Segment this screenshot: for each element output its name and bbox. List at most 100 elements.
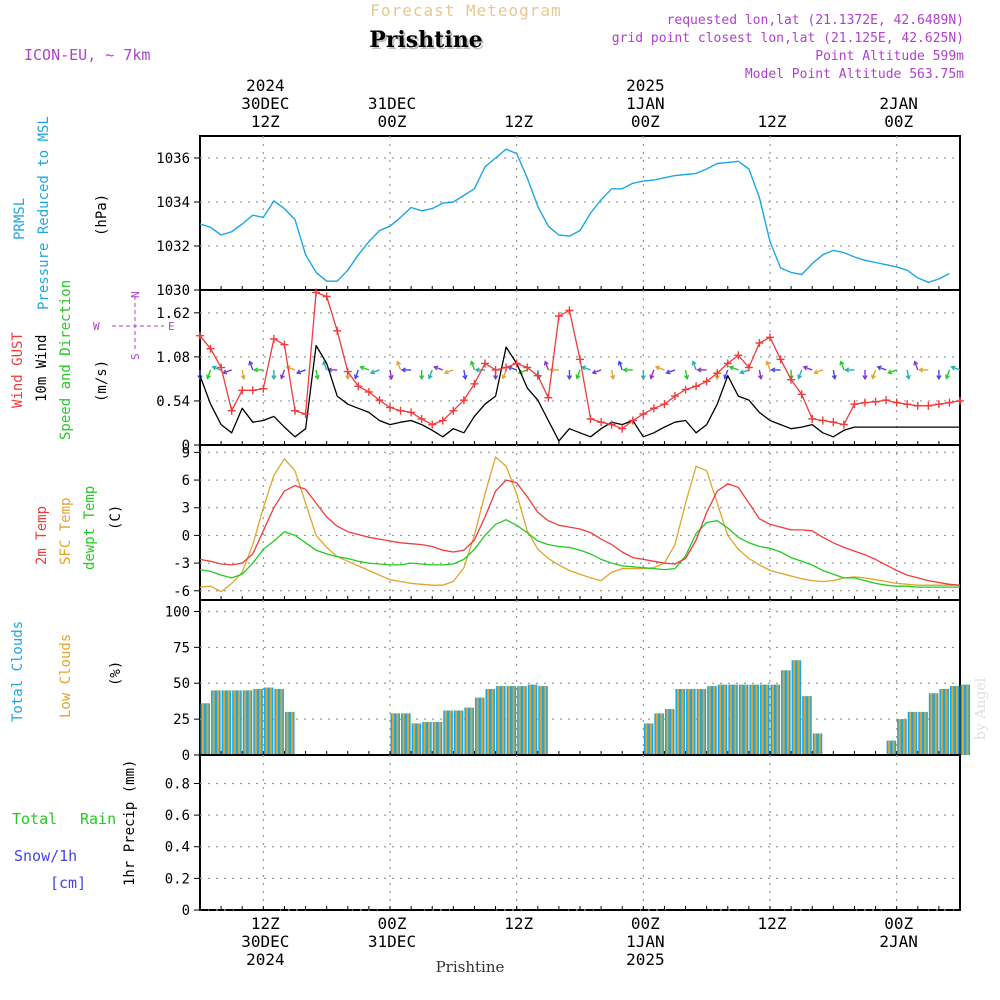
model-altitude: Model Point Altitude 563.75m xyxy=(745,67,964,82)
low-clouds-bar xyxy=(909,711,912,755)
wind-arrow-head xyxy=(950,365,956,371)
low-clouds-bar xyxy=(951,686,954,755)
wind-arrow-head xyxy=(622,367,628,373)
total-clouds-label: Total Clouds xyxy=(10,621,26,722)
sfc-temp-line xyxy=(199,456,960,593)
wind-arrow-head xyxy=(691,360,697,366)
low-clouds-bar xyxy=(649,723,652,755)
total-clouds-bar xyxy=(390,713,401,755)
low-clouds-bar xyxy=(275,688,278,755)
total-clouds-bar xyxy=(496,686,506,755)
wind-arrow-head xyxy=(443,369,449,375)
wind-ytick-label: 0.54 xyxy=(156,394,190,410)
wind-direction-arrow xyxy=(544,361,549,371)
low-clouds-bar xyxy=(223,690,226,755)
wind-arrow-head xyxy=(862,375,868,381)
bottom-axis-date: 2JAN xyxy=(879,932,918,951)
total-clouds-bar xyxy=(675,688,686,755)
pressure-label-prmsl: PRMSL xyxy=(12,198,28,240)
low-clouds-bar xyxy=(681,688,684,755)
total-clouds-bar xyxy=(949,686,960,755)
wind-direction-arrow xyxy=(914,361,919,371)
low-clouds-bar xyxy=(413,723,416,755)
wind-arrow-head xyxy=(271,375,277,381)
bottom-axis-date: 1JAN xyxy=(626,932,665,951)
wind-arrow-head xyxy=(206,374,212,380)
total-clouds-bar xyxy=(696,688,707,755)
low-clouds-bar xyxy=(259,688,262,755)
low-clouds-bar xyxy=(423,721,426,755)
bottom-axis-year: 2024 xyxy=(246,950,285,969)
total-clouds-bar xyxy=(791,660,802,755)
bottom-axis-time: 12Z xyxy=(251,914,280,933)
low-clouds-bar xyxy=(396,713,399,755)
wind-arrow-head xyxy=(388,374,394,381)
low-clouds-bar xyxy=(803,696,806,755)
total-clouds-bar xyxy=(274,688,284,755)
temp-ytick-label: -3 xyxy=(173,556,190,572)
wind-arrow-head xyxy=(770,367,776,373)
wind-direction-arrow xyxy=(428,369,433,379)
temp-ytick-label: 6 xyxy=(182,473,190,489)
total-clouds-bar xyxy=(886,740,897,755)
wind-arrow-head xyxy=(433,365,439,371)
low-clouds-bar xyxy=(280,688,283,755)
low-clouds-bar xyxy=(761,684,764,755)
low-clouds-bar xyxy=(903,719,906,755)
total-clouds-bar xyxy=(211,690,221,755)
precip-frame xyxy=(199,754,961,911)
precip-ytick-label: 0 xyxy=(182,903,190,919)
precip-unit: 1hr Precip (mm) xyxy=(122,760,138,886)
bottom-axis-time: 12Z xyxy=(504,914,533,933)
wind-direction-arrow xyxy=(592,369,602,374)
wind-arrow-head xyxy=(279,374,285,380)
location-title-shadow: Prishtine xyxy=(371,29,484,55)
low-clouds-bar xyxy=(698,688,701,755)
low-clouds-bar xyxy=(438,721,441,755)
wind-arrow-head xyxy=(469,360,475,366)
low-clouds-bar xyxy=(765,684,768,755)
low-clouds-bar xyxy=(787,670,790,755)
temp-2m-line xyxy=(199,479,961,586)
low-clouds-bar xyxy=(797,660,800,755)
temp-2m-label: 2m Temp xyxy=(34,506,50,565)
pressure-ytick-label: 1034 xyxy=(156,195,190,211)
wind-direction-arrow xyxy=(840,361,845,371)
total-clouds-bar xyxy=(527,684,538,755)
top-axis-time: 12Z xyxy=(758,112,787,131)
grid-point-coords: grid point closest lon,lat (21.125E, 42.… xyxy=(612,31,964,46)
wind-direction-arrow xyxy=(360,366,370,371)
wind-panel: 0 0.54 1.08 1.62 xyxy=(156,288,964,454)
wind-arrow-head xyxy=(936,375,942,381)
pressure-unit: (hPa) xyxy=(94,194,110,236)
watermark: by Angel xyxy=(973,677,989,740)
top-axis-date: 2JAN xyxy=(879,94,918,113)
wind-direction-arrow xyxy=(322,361,328,371)
wind-arrow-head xyxy=(844,367,850,373)
low-clouds-bar xyxy=(793,660,796,755)
top-axis-time: 00Z xyxy=(378,112,407,131)
requested-coords: requested lon,lat (21.1372E, 42.6489N) xyxy=(667,13,964,28)
wind-compass: W E N S xyxy=(93,291,175,360)
wind-direction-arrow xyxy=(389,369,393,379)
total-clouds-bar xyxy=(464,707,474,755)
wind-10m-label: 10m Wind xyxy=(34,335,50,402)
wind-arrow-head xyxy=(353,374,359,380)
clouds-ytick-label: 100 xyxy=(165,604,190,620)
wind-direction-arrow xyxy=(576,369,581,379)
low-clouds-bar xyxy=(723,684,726,755)
low-clouds-bar xyxy=(670,709,673,755)
wind-direction-arrow xyxy=(655,366,665,371)
total-clouds-bar xyxy=(443,710,453,755)
total-clouds-bar xyxy=(422,721,432,755)
wind-direction-arrow xyxy=(758,369,762,379)
total-clouds-bar xyxy=(707,686,717,755)
wind-arrow-head xyxy=(248,360,254,366)
total-clouds-bar xyxy=(717,684,728,755)
total-clouds-bar xyxy=(802,696,812,755)
low-clouds-bar xyxy=(776,684,779,755)
wind-direction-arrow xyxy=(354,369,359,379)
wind-direction-arrow xyxy=(444,369,454,374)
temp-unit: (C) xyxy=(108,505,124,530)
wind-arrow-head xyxy=(222,369,228,375)
